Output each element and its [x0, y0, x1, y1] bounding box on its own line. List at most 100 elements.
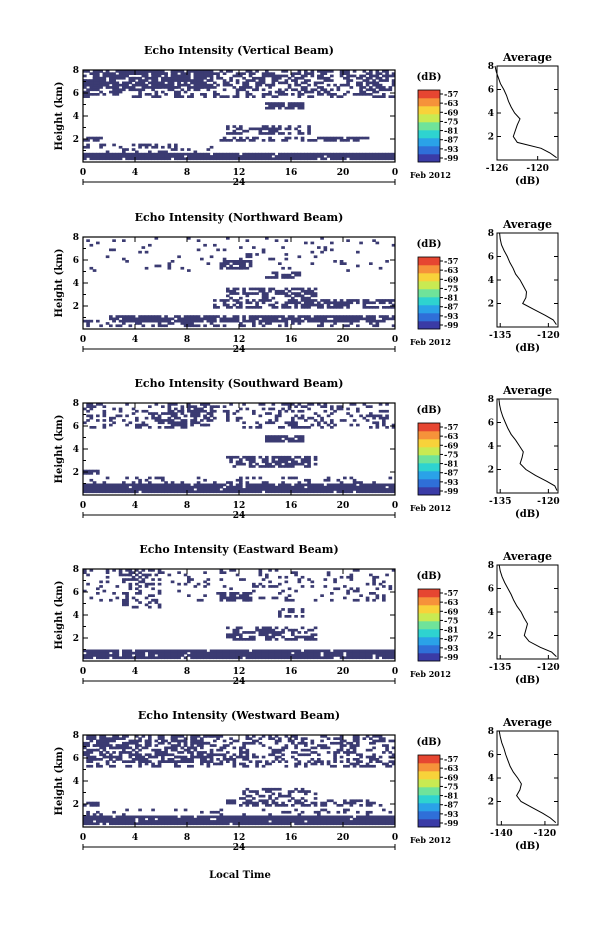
echo-cell	[115, 488, 120, 491]
echo-cell	[177, 93, 181, 96]
echo-cell	[148, 426, 152, 429]
echo-cell	[232, 412, 237, 415]
echo-cell	[382, 95, 386, 98]
echo-cell	[369, 483, 373, 487]
echo-cell	[112, 76, 116, 80]
echo-cell	[183, 737, 188, 740]
echo-cell	[135, 95, 139, 98]
echo-cell	[174, 483, 178, 487]
echo-cell	[346, 654, 350, 657]
echo-cell	[128, 822, 133, 826]
echo-cell	[177, 74, 181, 78]
echo-cell	[109, 817, 113, 821]
y-tick-label: 2	[73, 302, 79, 312]
echo-cell	[118, 485, 123, 489]
echo-cell	[96, 748, 100, 752]
echo-cell	[151, 95, 155, 98]
echo-cell	[261, 596, 266, 600]
echo-cell	[378, 822, 383, 826]
echo-cell	[294, 426, 298, 429]
echo-cell	[164, 748, 168, 752]
echo-cell	[278, 262, 282, 265]
echo-cell	[128, 490, 133, 494]
profile-y-tick-label: 8	[488, 229, 494, 239]
echo-cell	[339, 822, 344, 826]
echo-cell	[148, 483, 152, 487]
echo-cell	[151, 808, 155, 812]
echo-cell	[99, 324, 103, 328]
echo-cell	[255, 81, 259, 85]
echo-cell	[278, 822, 282, 826]
echo-cell	[144, 746, 149, 750]
echo-cell	[86, 409, 90, 413]
echo-cell	[255, 86, 259, 89]
echo-cell	[222, 317, 227, 321]
echo-cell	[385, 70, 389, 73]
echo-cell	[242, 578, 246, 581]
profile-title: Average	[502, 51, 552, 64]
echo-cell	[148, 81, 152, 85]
echo-cell	[252, 155, 256, 158]
echo-cell	[362, 299, 367, 302]
echo-cell	[183, 74, 188, 78]
echo-cell	[148, 735, 152, 738]
echo-cell	[92, 815, 97, 819]
echo-cell	[375, 423, 380, 427]
echo-cell	[86, 155, 90, 158]
echo-cell	[297, 409, 302, 413]
echo-cell	[232, 132, 237, 135]
echo-cell	[135, 598, 139, 602]
echo-cell	[330, 319, 334, 323]
echo-cell	[242, 817, 246, 821]
echo-cell	[222, 649, 227, 653]
echo-cell	[268, 628, 272, 632]
echo-cell	[245, 631, 250, 634]
echo-cell	[258, 799, 263, 803]
echo-cell	[339, 485, 344, 489]
echo-cell	[352, 589, 357, 593]
echo-cell	[96, 758, 100, 761]
echo-cell	[352, 820, 357, 823]
echo-cell	[229, 490, 233, 494]
echo-cell	[365, 301, 370, 305]
echo-cell	[157, 753, 162, 757]
echo-cell	[239, 303, 243, 307]
echo-cell	[297, 426, 302, 429]
echo-cell	[333, 737, 337, 740]
echo-cell	[352, 801, 357, 805]
echo-cell	[326, 483, 331, 487]
y-tick-label: 4	[73, 279, 79, 289]
echo-cell	[333, 306, 337, 309]
echo-cell	[170, 322, 175, 325]
echo-cell	[378, 760, 383, 763]
echo-cell	[297, 287, 302, 291]
echo-cell	[99, 488, 103, 491]
echo-cell	[235, 419, 240, 422]
echo-cell	[382, 319, 386, 323]
echo-cell	[287, 610, 292, 614]
echo-cell	[245, 594, 250, 597]
echo-cell	[203, 760, 207, 763]
echo-cell	[284, 615, 289, 618]
echo-cell	[359, 86, 363, 89]
echo-cell	[157, 578, 162, 581]
echo-cell	[304, 804, 308, 807]
echo-cell	[193, 656, 198, 660]
echo-cell	[206, 578, 211, 581]
echo-cell	[268, 412, 272, 415]
echo-cell	[157, 817, 162, 821]
echo-cell	[346, 155, 350, 158]
echo-cell	[300, 737, 305, 740]
echo-cell	[196, 649, 201, 653]
colorbar-frame	[417, 89, 441, 163]
echo-cell	[203, 488, 207, 491]
echo-cell	[118, 755, 123, 759]
x-tick-label: 4	[132, 168, 138, 178]
echo-cell	[242, 421, 246, 425]
echo-cell	[287, 405, 292, 408]
profile-y-tick-label: 2	[488, 632, 494, 642]
echo-cell	[170, 86, 175, 89]
echo-cell	[170, 735, 175, 738]
echo-cell	[222, 488, 227, 491]
echo-cell	[333, 157, 337, 161]
